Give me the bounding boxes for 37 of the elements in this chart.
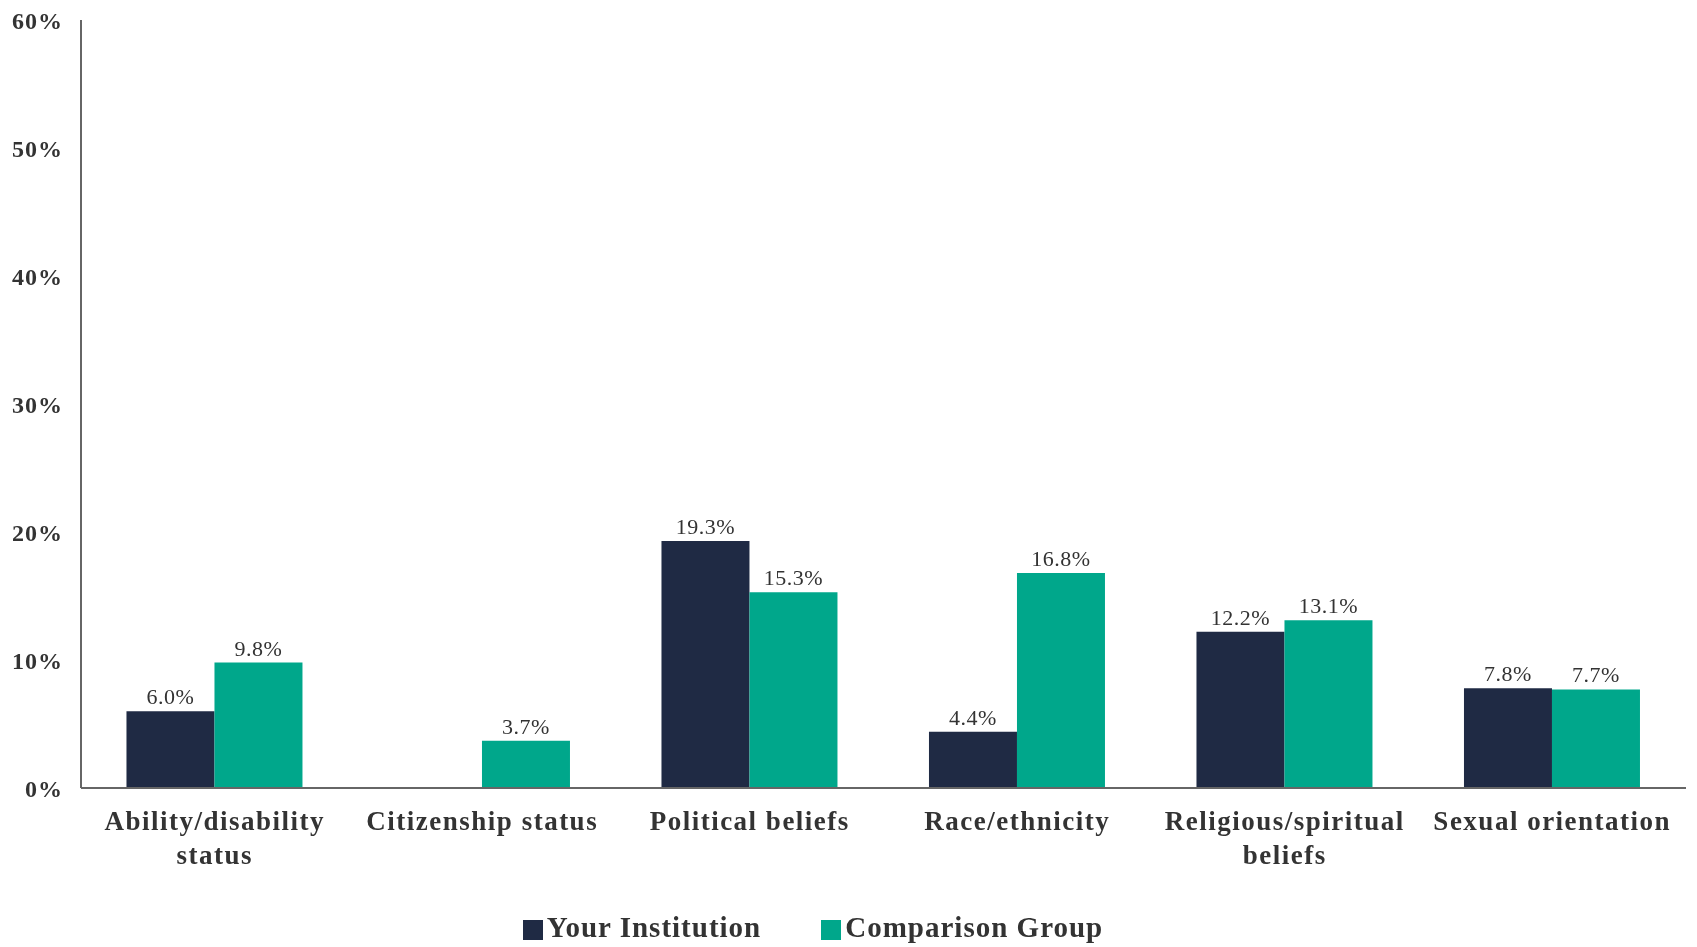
data-label: 7.8% bbox=[1484, 661, 1532, 687]
bar bbox=[214, 662, 303, 788]
bar bbox=[749, 592, 838, 788]
x-tick-label: Race/ethnicity bbox=[924, 806, 1111, 836]
x-tick-label: Citizenship status bbox=[366, 806, 599, 836]
data-label: 9.8% bbox=[234, 635, 283, 661]
data-label: 3.7% bbox=[502, 713, 550, 739]
data-label: 16.8% bbox=[1031, 545, 1091, 571]
x-tick-label: Ability/disability status bbox=[104, 806, 326, 870]
bar bbox=[1551, 689, 1640, 788]
bar bbox=[1463, 688, 1552, 788]
y-tick-label: 20% bbox=[12, 519, 63, 546]
x-tick-label: Religious/spiritual beliefs bbox=[1164, 806, 1405, 870]
data-label: 7.7% bbox=[1572, 662, 1620, 688]
data-label: 4.4% bbox=[949, 704, 997, 730]
data-label: 15.3% bbox=[763, 565, 824, 591]
y-tick-label: 60% bbox=[12, 7, 63, 34]
y-tick-label: 50% bbox=[12, 135, 63, 162]
data-label: 19.3% bbox=[675, 513, 736, 539]
bar bbox=[1016, 572, 1105, 788]
data-label: 13.1% bbox=[1298, 593, 1359, 619]
y-tick-label: 30% bbox=[12, 391, 63, 418]
x-tick-label: Political beliefs bbox=[649, 806, 850, 836]
bar bbox=[1284, 620, 1373, 788]
y-tick-label: 0% bbox=[25, 775, 63, 802]
y-tick-label: 10% bbox=[12, 647, 63, 674]
legend-label: Your Institution bbox=[546, 911, 762, 943]
x-tick-label: Sexual orientation bbox=[1433, 806, 1672, 836]
bar bbox=[928, 731, 1017, 788]
legend-label: Comparison Group bbox=[845, 911, 1104, 943]
data-label: 12.2% bbox=[1210, 604, 1271, 630]
bar bbox=[481, 740, 570, 788]
bar bbox=[661, 540, 750, 788]
bar bbox=[126, 711, 215, 788]
y-tick-label: 40% bbox=[12, 263, 63, 290]
data-label: 6.0% bbox=[146, 684, 195, 710]
bar bbox=[1196, 631, 1285, 788]
